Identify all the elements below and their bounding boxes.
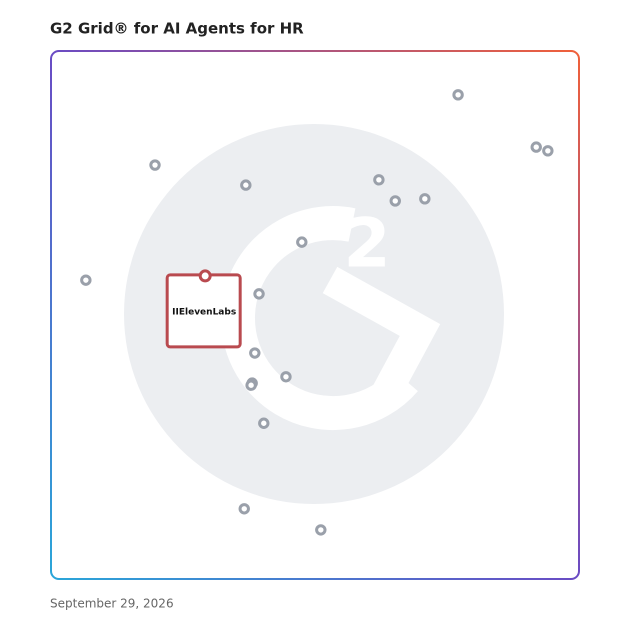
vendor-point xyxy=(149,159,161,171)
vendor-point xyxy=(240,179,252,191)
vendor-point xyxy=(258,417,270,429)
vendor-point xyxy=(389,195,401,207)
g2-watermark: 2 xyxy=(124,124,504,504)
vendor-point xyxy=(296,236,308,248)
chart-title: G2 Grid® for AI Agents for HR xyxy=(50,20,304,38)
vendor-point xyxy=(245,379,257,391)
vendor-point xyxy=(373,174,385,186)
vendor-point xyxy=(452,89,464,101)
vendor-point xyxy=(542,145,554,157)
highlight-point xyxy=(198,269,212,283)
svg-text:2: 2 xyxy=(343,205,390,284)
vendor-point xyxy=(530,141,542,153)
date: September 29, 2026 xyxy=(50,597,174,611)
vendor-point xyxy=(253,288,265,300)
vendor-point xyxy=(315,524,327,536)
vendor-point xyxy=(280,371,292,383)
vendor-point xyxy=(419,193,431,205)
vendor-label: IIElevenLabs xyxy=(172,307,236,317)
vendor-point xyxy=(80,274,92,286)
vendor-point xyxy=(249,347,261,359)
vendor-point xyxy=(238,503,250,515)
